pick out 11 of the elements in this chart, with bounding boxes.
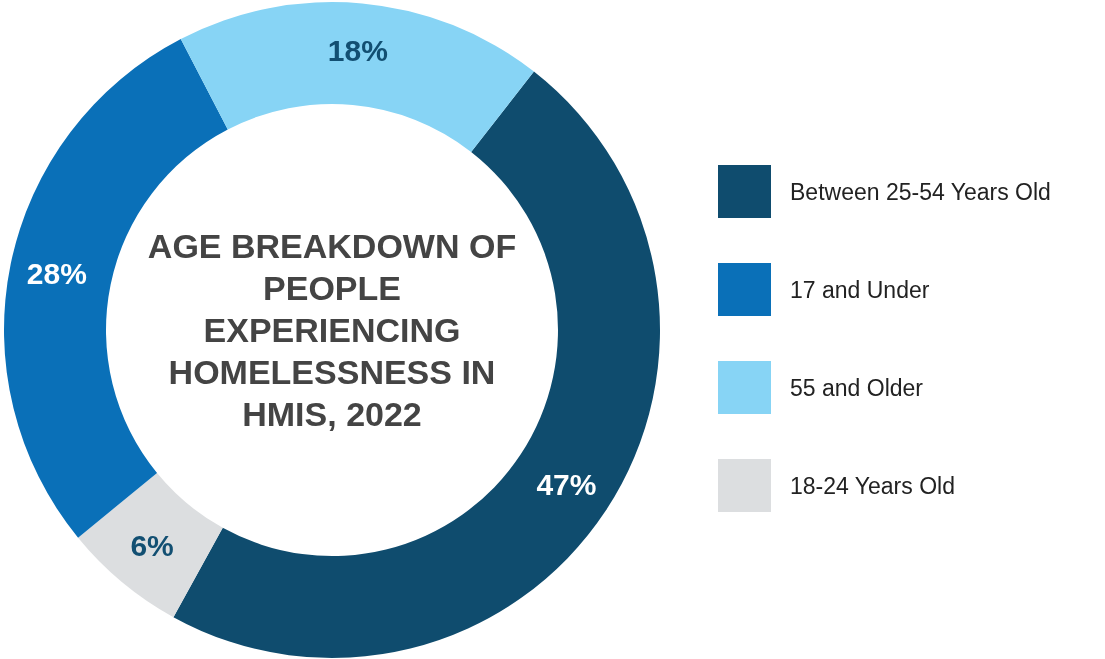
data-label: 47% bbox=[536, 468, 597, 502]
data-label: 18% bbox=[327, 33, 388, 67]
data-label: 28% bbox=[26, 256, 87, 290]
legend-label: 17 and Under bbox=[790, 277, 930, 304]
donut-slice bbox=[180, 2, 534, 152]
donut-slice bbox=[78, 473, 223, 618]
legend-label: 55 and Older bbox=[790, 375, 924, 402]
legend-label: 18-24 Years Old bbox=[790, 473, 955, 500]
data-label: 6% bbox=[130, 529, 174, 563]
legend-label: Between 25-54 Years Old bbox=[790, 179, 1051, 206]
text: AGE BREAKDOWN OF PEOPLE EXPERIENCING HOMELESSNESS IN HMIS, 2022 bbox=[147, 226, 517, 433]
